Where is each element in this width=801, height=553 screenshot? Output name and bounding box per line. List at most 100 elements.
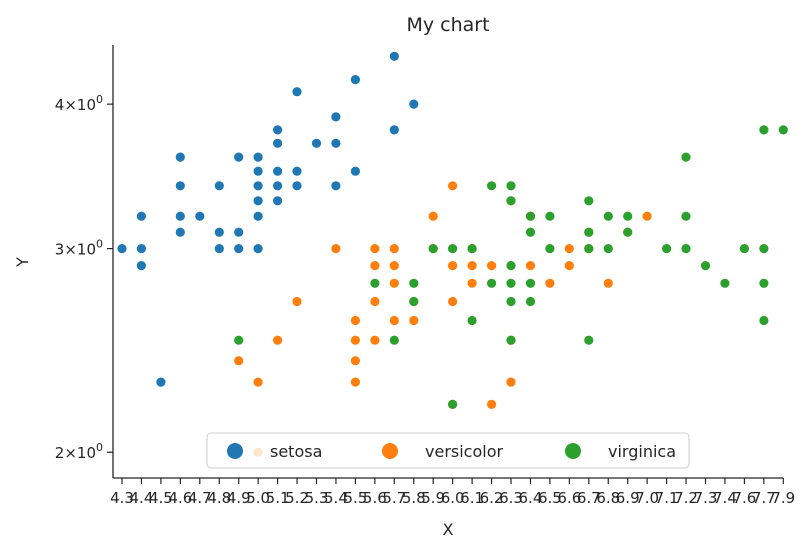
x-tick-label: 6.7 bbox=[577, 489, 601, 507]
data-point-setosa bbox=[389, 125, 399, 135]
data-point-virginica bbox=[409, 278, 419, 288]
x-tick-label: 5.0 bbox=[246, 489, 270, 507]
x-tick-label: 5.8 bbox=[402, 489, 426, 507]
data-point-setosa bbox=[175, 181, 185, 191]
data-point-virginica bbox=[739, 244, 750, 254]
data-point-versicolor bbox=[448, 181, 458, 191]
data-point-virginica bbox=[506, 296, 516, 307]
data-point-versicolor bbox=[292, 296, 302, 307]
data-point-setosa bbox=[175, 152, 185, 162]
x-tick-label: 4.5 bbox=[149, 489, 173, 507]
x-tick-label: 7.3 bbox=[694, 489, 718, 507]
data-point-versicolor bbox=[370, 296, 380, 307]
data-point-versicolor bbox=[273, 335, 283, 345]
data-point-virginica bbox=[506, 196, 516, 206]
data-point-versicolor bbox=[448, 296, 458, 307]
data-point-virginica bbox=[487, 181, 497, 191]
data-point-virginica bbox=[448, 399, 458, 409]
data-point-virginica bbox=[467, 244, 477, 254]
data-point-setosa bbox=[253, 211, 263, 221]
data-point-setosa bbox=[331, 138, 341, 148]
data-point-virginica bbox=[584, 244, 594, 254]
data-point-virginica bbox=[467, 315, 477, 326]
legend-frame bbox=[206, 432, 690, 469]
data-point-virginica bbox=[681, 244, 691, 254]
data-point-versicolor bbox=[506, 377, 516, 387]
data-point-versicolor bbox=[448, 261, 458, 271]
data-point-virginica bbox=[603, 211, 613, 221]
legend-marker-setosa bbox=[227, 443, 243, 459]
data-point-setosa bbox=[136, 261, 146, 271]
data-point-setosa bbox=[253, 196, 263, 206]
data-point-versicolor bbox=[487, 261, 497, 271]
x-tick-label: 5.3 bbox=[305, 489, 329, 507]
data-point-versicolor bbox=[467, 261, 477, 271]
x-tick-label: 7.6 bbox=[732, 489, 756, 507]
data-point-virginica bbox=[584, 227, 594, 237]
x-tick-label: 6.4 bbox=[519, 489, 543, 507]
data-point-versicolor bbox=[545, 278, 555, 288]
data-point-virginica bbox=[409, 296, 419, 307]
x-tick-label: 4.8 bbox=[207, 489, 231, 507]
data-point-virginica bbox=[662, 244, 672, 254]
data-point-virginica bbox=[370, 278, 380, 288]
x-tick-label: 5.4 bbox=[324, 489, 348, 507]
x-tick-label: 7.0 bbox=[635, 489, 659, 507]
data-point-virginica bbox=[623, 211, 633, 221]
legend-label-versicolor: versicolor bbox=[425, 442, 503, 461]
data-point-setosa bbox=[253, 181, 263, 191]
y-tick-label: 4×100 bbox=[55, 93, 103, 114]
data-point-setosa bbox=[136, 244, 146, 254]
data-point-versicolor bbox=[409, 315, 419, 326]
data-point-virginica bbox=[389, 335, 399, 345]
data-point-versicolor bbox=[350, 315, 360, 326]
data-point-virginica bbox=[448, 244, 458, 254]
data-point-setosa bbox=[253, 166, 263, 176]
data-point-virginica bbox=[525, 278, 536, 288]
data-point-virginica bbox=[487, 278, 497, 288]
x-tick-label: 7.9 bbox=[771, 489, 795, 507]
data-point-virginica bbox=[525, 211, 536, 221]
data-point-virginica bbox=[506, 261, 516, 271]
data-point-virginica bbox=[584, 196, 594, 206]
data-point-setosa bbox=[156, 377, 166, 387]
data-point-setosa bbox=[214, 227, 224, 237]
x-tick-label: 6.0 bbox=[441, 489, 465, 507]
data-point-versicolor bbox=[487, 399, 497, 409]
y-tick-label: 3×100 bbox=[55, 238, 103, 259]
data-point-setosa bbox=[273, 125, 283, 135]
data-point-virginica bbox=[681, 211, 691, 221]
x-tick-label: 7.7 bbox=[752, 489, 776, 507]
data-point-versicolor bbox=[642, 211, 652, 221]
legend-marker-virginica bbox=[565, 443, 581, 459]
data-point-versicolor bbox=[350, 335, 360, 345]
axes bbox=[112, 45, 783, 479]
x-tick-label: 5.5 bbox=[343, 489, 367, 507]
data-point-setosa bbox=[273, 138, 283, 148]
data-point-virginica bbox=[681, 152, 691, 162]
x-tick-label: 6.8 bbox=[596, 489, 620, 507]
data-point-setosa bbox=[253, 244, 263, 254]
data-point-setosa bbox=[292, 87, 302, 97]
data-point-setosa bbox=[214, 181, 224, 191]
data-point-versicolor bbox=[370, 261, 380, 271]
x-tick-label: 6.3 bbox=[499, 489, 523, 507]
data-point-setosa bbox=[273, 166, 283, 176]
data-point-virginica bbox=[545, 244, 555, 254]
x-tick-label: 6.9 bbox=[616, 489, 640, 507]
x-tick-label: 5.2 bbox=[285, 489, 309, 507]
data-point-virginica bbox=[603, 244, 613, 254]
data-point-setosa bbox=[234, 227, 244, 237]
x-tick-label: 4.6 bbox=[168, 489, 192, 507]
data-point-virginica bbox=[506, 181, 516, 191]
data-point-virginica bbox=[234, 335, 244, 345]
data-point-versicolor bbox=[564, 244, 574, 254]
x-tick-label: 6.6 bbox=[557, 489, 581, 507]
data-point-versicolor bbox=[234, 356, 244, 366]
data-point-virginica bbox=[506, 278, 516, 288]
data-point-virginica bbox=[778, 125, 788, 135]
data-point-setosa bbox=[175, 211, 185, 221]
data-point-virginica bbox=[584, 335, 594, 345]
x-tick-label: 7.4 bbox=[713, 489, 737, 507]
data-point-setosa bbox=[350, 75, 360, 85]
